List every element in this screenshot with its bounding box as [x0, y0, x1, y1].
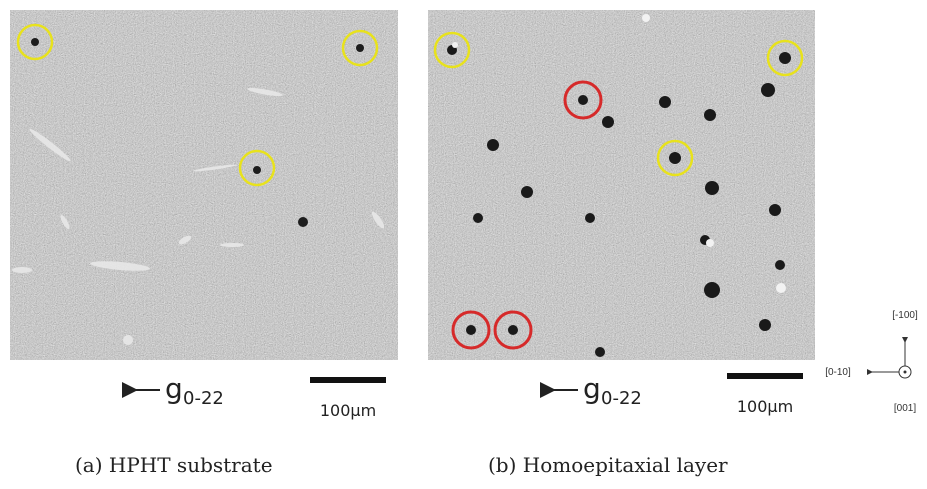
caption: (b) Homoepitaxial layer [488, 453, 728, 477]
scale-bar [310, 377, 386, 383]
axis-label: [0-10] [825, 367, 851, 378]
micrograph-a [10, 10, 398, 360]
arrow-subscript: 0-22 [183, 388, 224, 409]
caption: (a) HPHT substrate [75, 453, 273, 477]
orientation-indicator: [-100] [0-10] [001] [825, 310, 918, 414]
figure: g 0-22 100μm (a) HPHT substrate g 0-22 1… [0, 0, 927, 489]
micrograph-b [428, 10, 815, 360]
scale-label: 100μm [320, 401, 376, 420]
arrow-subscript: 0-22 [601, 388, 642, 409]
axis-label: [-100] [892, 310, 918, 321]
arrow-label: g [165, 372, 183, 405]
scale-bar [727, 373, 803, 379]
scale-label: 100μm [737, 397, 793, 416]
axis-label: [001] [894, 403, 916, 414]
arrow-label: g [583, 372, 601, 405]
